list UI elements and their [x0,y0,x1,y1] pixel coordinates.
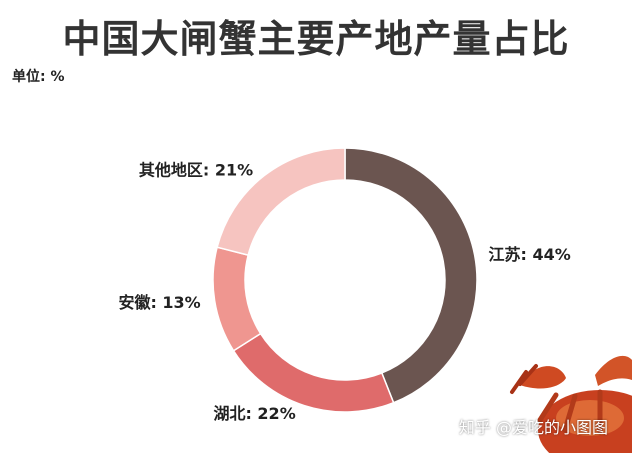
watermark: 知乎 @爱吃的小图图 [458,418,608,437]
slice-label-2: 湖北: 22% [213,404,295,423]
slice-label-1: 江苏: 44% [489,245,571,264]
chart-title: 中国大闸蟹主要产地产量占比 [62,17,570,61]
crab-illustration [510,355,632,453]
donut-slice-2 [232,332,395,413]
donut-slice-3 [212,246,262,352]
slice-label-3: 安徽: 13% [118,293,200,312]
unit-label: 单位: % [12,69,65,85]
donut-slice-1 [344,147,478,404]
slice-labels: 江苏: 44% 湖北: 22% 安徽: 13% 其他地区: 21% [118,160,570,423]
slice-label-4: 其他地区: 21% [139,160,253,179]
donut-slice-4 [216,147,346,257]
donut-slices [212,147,478,413]
